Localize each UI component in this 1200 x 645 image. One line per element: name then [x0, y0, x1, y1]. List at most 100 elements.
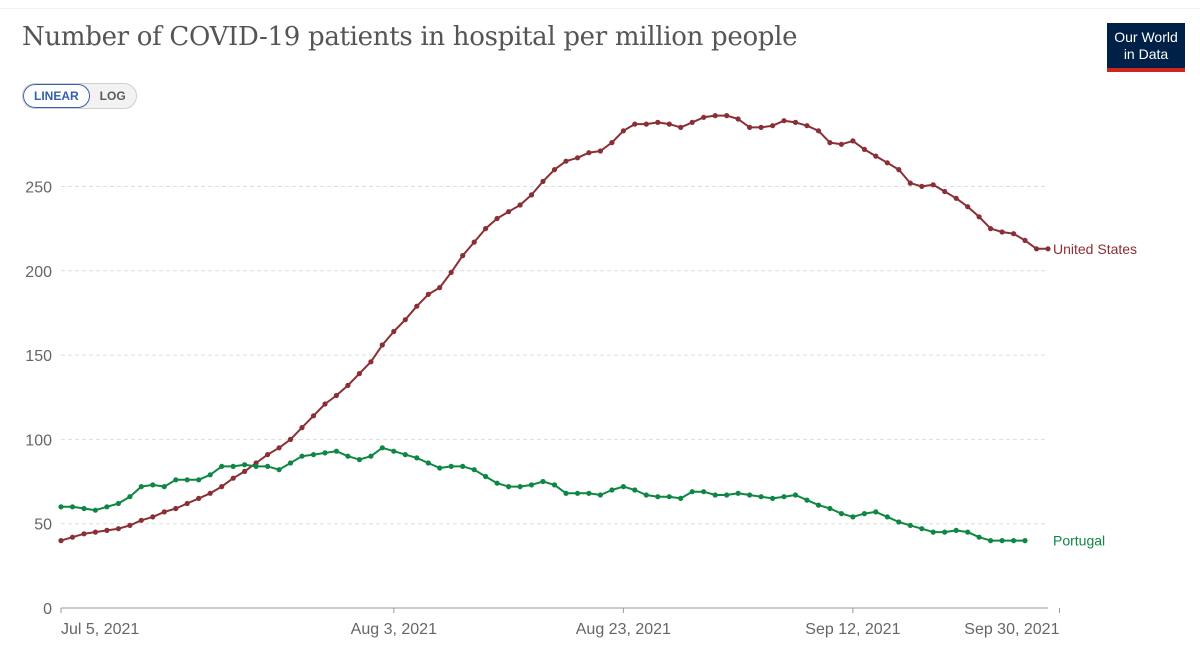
united-states-point [368, 359, 374, 365]
logo-line-2: in Data [1123, 46, 1169, 62]
portugal-point [425, 460, 431, 466]
united-states-point [574, 155, 581, 161]
united-states-point [724, 113, 730, 119]
portugal-point [655, 494, 661, 500]
portugal-point [483, 473, 489, 480]
united-states-point [735, 116, 741, 122]
united-states-point [540, 178, 546, 184]
portugal-line [61, 446, 1025, 542]
united-states-point [1045, 246, 1051, 252]
chart-title: Number of COVID-19 patients in hospital … [22, 22, 798, 52]
portugal-point [884, 514, 890, 520]
portugal-point [689, 489, 695, 495]
portugal-point [792, 492, 799, 498]
united-states-point [310, 413, 317, 419]
portugal-point [322, 450, 328, 456]
portugal-point [184, 477, 190, 483]
portugal-point [471, 467, 477, 473]
united-states-point [402, 317, 408, 323]
portugal-point [620, 484, 627, 490]
portugal-point [1011, 538, 1017, 544]
united-states-point [196, 495, 202, 501]
portugal-point [643, 492, 649, 498]
united-states-point [655, 119, 661, 125]
united-states-point [150, 514, 156, 520]
portugal-point [460, 463, 466, 469]
united-states-point [827, 140, 833, 146]
united-states-point [907, 180, 913, 186]
united-states-point [1033, 246, 1040, 252]
united-states-point [333, 392, 339, 399]
portugal-point [540, 478, 546, 485]
portugal-point [965, 529, 971, 535]
portugal-point [265, 463, 271, 469]
united-states-point [815, 128, 822, 134]
portugal-point [379, 445, 385, 451]
portugal-point [873, 509, 879, 515]
portugal-point [402, 452, 408, 458]
x-tick-label: Sep 12, 2021 [805, 621, 900, 638]
united-states-point [127, 522, 133, 529]
united-states-point [678, 124, 684, 130]
united-states-point [609, 140, 615, 146]
portugal-point [781, 494, 787, 500]
log-scale-button[interactable]: LOG [90, 84, 136, 108]
axes: 0 50 100 150 200 250 Jul 5, 2021 Aug 3, 2021 Aug… [25, 179, 1060, 638]
portugal-point [161, 484, 167, 490]
owid-logo[interactable]: Our World in Data [1107, 23, 1185, 72]
portugal-point [896, 519, 902, 525]
united-states-point [184, 500, 190, 507]
united-states-point [58, 538, 64, 544]
portugal-point [678, 495, 684, 501]
portugal-point [701, 489, 707, 495]
portugal-point [391, 448, 397, 454]
united-states-point [838, 141, 845, 147]
united-states-point [942, 188, 948, 195]
portugal-point [758, 494, 764, 500]
portugal-point [919, 526, 925, 532]
portugal-point [976, 534, 982, 540]
united-states-point [896, 167, 902, 173]
portugal-point [356, 457, 362, 463]
linear-scale-button[interactable]: LINEAR [23, 84, 90, 108]
united-states-point [517, 202, 523, 208]
portugal-point [58, 504, 64, 510]
portugal-point [437, 465, 443, 471]
united-states-point [322, 401, 328, 407]
united-states-point [988, 226, 994, 232]
united-states-point [299, 425, 305, 431]
x-tick-label: Aug 23, 2021 [576, 621, 671, 638]
portugal-point [196, 477, 202, 483]
portugal-point [747, 492, 753, 498]
united-states-point [104, 527, 110, 534]
portugal-point [494, 480, 500, 486]
portugal-point [150, 482, 156, 488]
portugal-point [804, 497, 810, 503]
united-states-point [138, 517, 144, 523]
portugal-point [173, 477, 179, 483]
portugal-point [528, 482, 535, 488]
portugal-point [92, 507, 98, 513]
portugal-point [953, 527, 959, 534]
portugal-point [230, 463, 236, 469]
portugal-point [219, 463, 225, 469]
united-states-point [115, 526, 121, 532]
portugal-point [1022, 538, 1028, 544]
portugal-point [414, 455, 420, 461]
united-states-point [528, 192, 535, 198]
united-states-point [1011, 231, 1017, 237]
portugal-point [345, 453, 351, 459]
portugal-point [735, 490, 741, 496]
united-states-point [781, 118, 787, 124]
page-top-border [0, 0, 1200, 9]
scale-toggle: LINEAR LOG [22, 83, 137, 109]
portugal-point [138, 484, 144, 490]
united-states-point [356, 371, 362, 377]
united-states-point [81, 531, 87, 537]
united-states-point [792, 119, 799, 125]
portugal-point [609, 487, 615, 493]
united-states-point [999, 229, 1005, 235]
y-tick-label: 100 [25, 432, 52, 449]
united-states-point [173, 505, 179, 512]
